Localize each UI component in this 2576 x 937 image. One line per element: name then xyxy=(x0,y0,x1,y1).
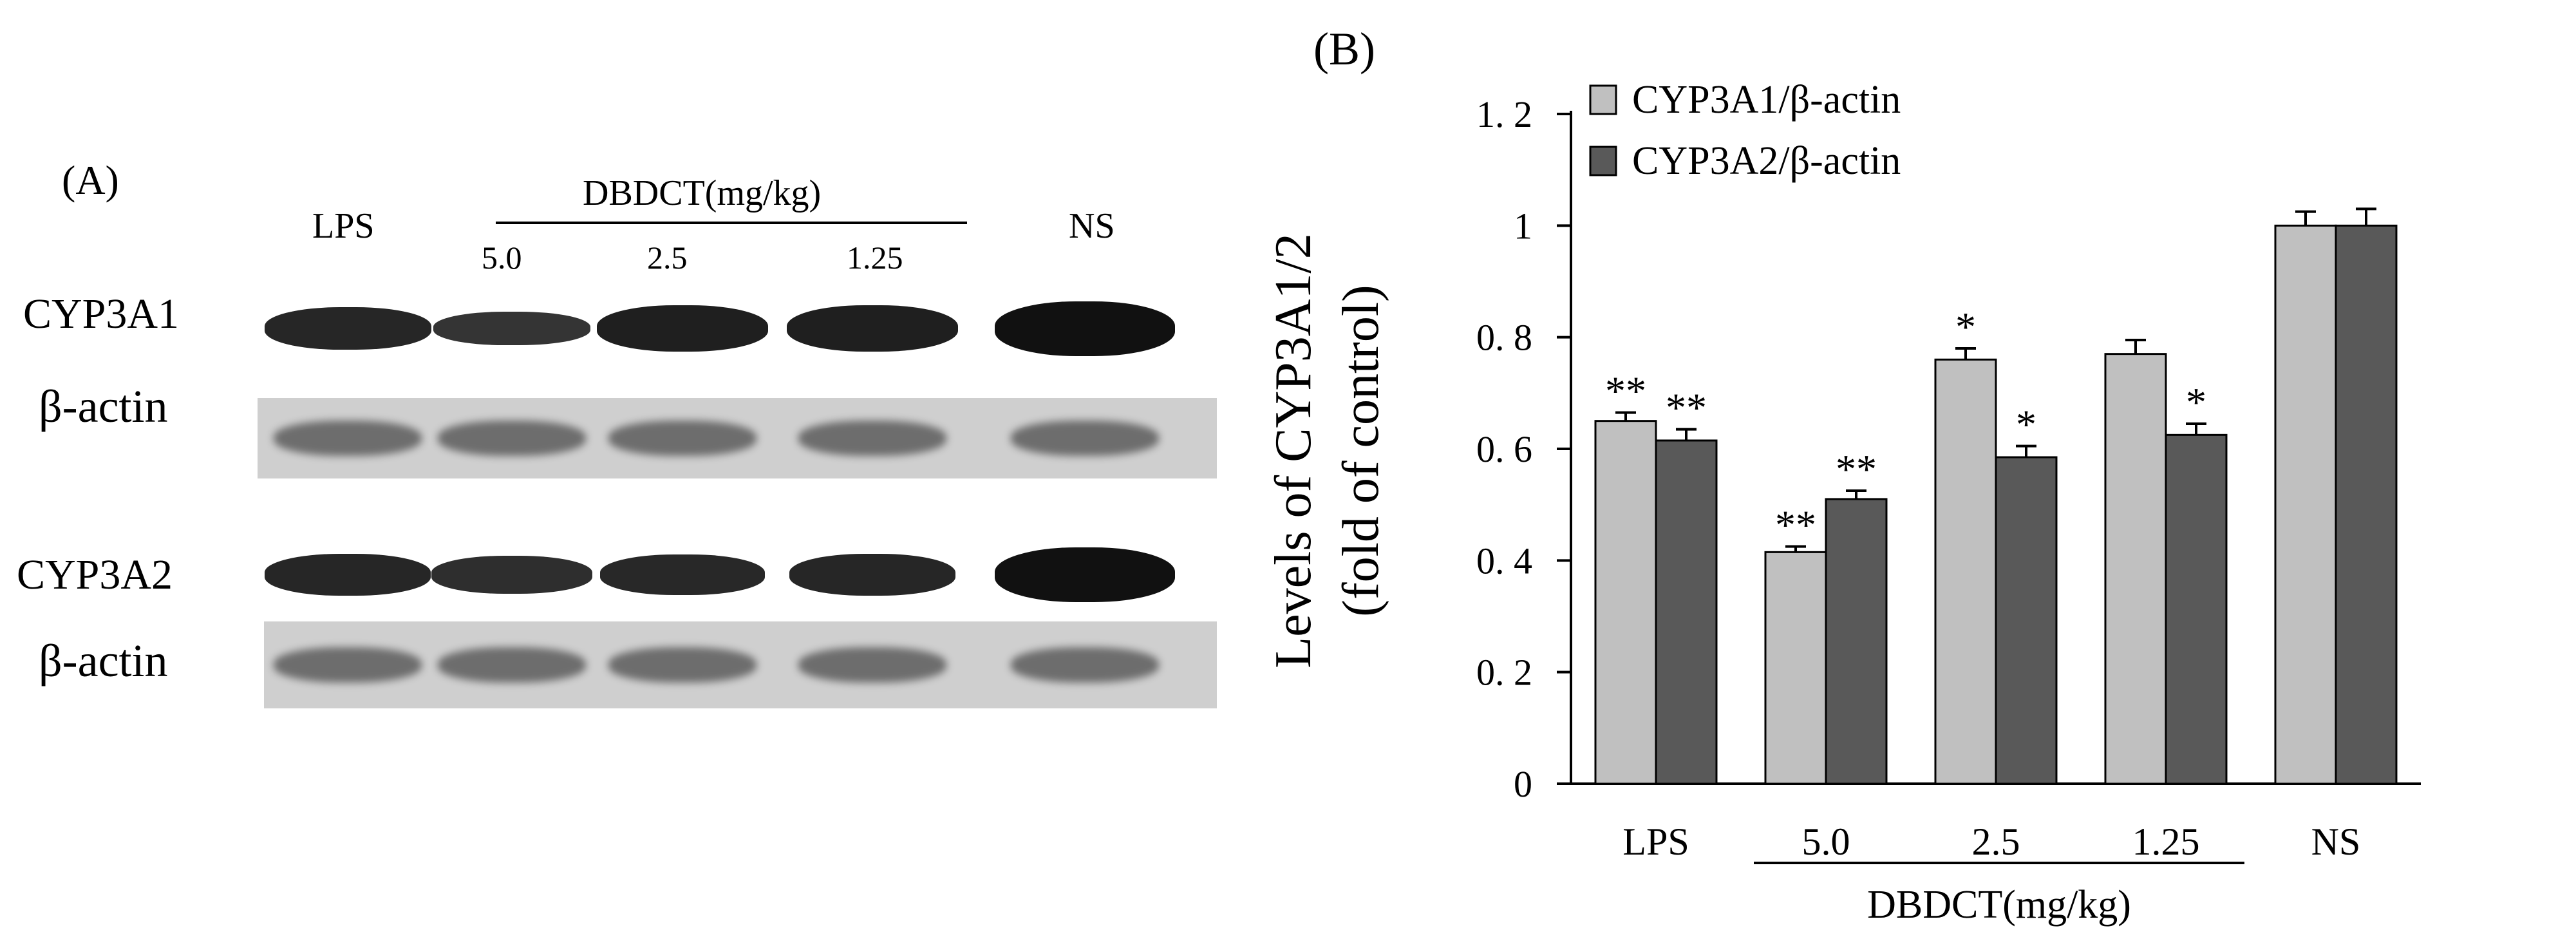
actin-band-2-0 xyxy=(274,647,422,683)
cyp3a1-band-0 xyxy=(264,307,431,350)
legend-swatch-1 xyxy=(1589,84,1617,115)
panel-a-label: (A) xyxy=(62,157,119,203)
bar-1-2 xyxy=(1934,358,1997,785)
bar-2-3 xyxy=(2165,433,2228,785)
cyp3a1-band-3 xyxy=(786,305,959,352)
bar-2-0 xyxy=(1655,439,1718,785)
bar-1-0 xyxy=(1594,420,1657,785)
x-tick-label: LPS xyxy=(1622,820,1689,863)
panel-b-label: (B) xyxy=(1313,23,1375,75)
actin-band-2-3 xyxy=(798,647,946,683)
y-tick-label: 0 xyxy=(1514,763,1532,805)
legend-label-1: CYP3A1/β-actin xyxy=(1632,78,1901,122)
y-tick-label: 1 xyxy=(1514,205,1532,247)
x-tick-label: 1.25 xyxy=(2132,820,2200,863)
cyp3a2-band-0 xyxy=(265,554,431,596)
cyp3a1-band-1 xyxy=(433,311,591,346)
actin-band-1-3 xyxy=(798,421,946,456)
y-axis-label: Levels of CYP3A1/2 xyxy=(1265,233,1322,668)
y-tick-label: 1. 2 xyxy=(1476,93,1532,135)
blot-strip-actin-1 xyxy=(258,398,1217,478)
lane-label-5: 5.0 xyxy=(482,240,522,276)
cyp3a2-band-2 xyxy=(600,554,765,595)
actin-band-1-4 xyxy=(1011,421,1159,456)
legend-swatch-2 xyxy=(1589,146,1617,176)
row-label-cyp3a2: CYP3A2 xyxy=(17,551,173,598)
significance-marker: * xyxy=(2186,379,2206,425)
cyp3a2-band-4 xyxy=(995,547,1175,602)
significance-marker: ** xyxy=(1836,446,1877,492)
blot-strip-cyp3a1 xyxy=(264,283,1217,374)
significance-marker: * xyxy=(1955,304,1976,350)
y-axis-label-2: (fold of control) xyxy=(1333,285,1389,616)
row-label-actin-1: β-actin xyxy=(39,381,168,432)
significance-marker: ** xyxy=(1666,385,1707,431)
significance-marker: ** xyxy=(1775,502,1816,548)
lane-label-1-25: 1.25 xyxy=(847,240,903,276)
cyp3a1-band-4 xyxy=(995,301,1175,356)
lane-label-2-5: 2.5 xyxy=(647,240,688,276)
legend-label-2: CYP3A2/β-actin xyxy=(1632,139,1901,183)
bar-2-1 xyxy=(1825,498,1888,785)
bar-1-4 xyxy=(2274,224,2337,785)
x-tick-label: NS xyxy=(2311,820,2361,863)
actin-band-2-2 xyxy=(608,647,757,683)
bar-2-2 xyxy=(1995,456,2058,785)
actin-band-2-1 xyxy=(438,647,586,683)
y-tick-label: 0. 4 xyxy=(1476,540,1532,582)
cyp3a2-band-1 xyxy=(431,556,593,594)
group-label-dbdct: DBDCT(mg/kg) xyxy=(583,173,822,213)
significance-marker: * xyxy=(2016,402,2036,448)
y-tick-label: 0. 6 xyxy=(1476,428,1532,470)
x-tick-label: 2.5 xyxy=(1972,820,2020,863)
actin-band-1-0 xyxy=(274,421,422,456)
bar-1-1 xyxy=(1764,551,1827,785)
actin-band-1-1 xyxy=(438,421,586,456)
bar-1-3 xyxy=(2104,353,2167,785)
bar-2-4 xyxy=(2335,224,2398,785)
group-underline xyxy=(496,222,967,224)
y-tick-label: 0. 2 xyxy=(1476,652,1532,694)
group-label: DBDCT(mg/kg) xyxy=(1867,883,2131,927)
y-tick-label: 0. 8 xyxy=(1476,317,1532,359)
lane-label-ns: NS xyxy=(1069,206,1115,246)
cyp3a2-band-3 xyxy=(789,554,955,596)
actin-band-2-4 xyxy=(1011,647,1159,683)
row-label-actin-2: β-actin xyxy=(39,635,168,686)
actin-band-1-2 xyxy=(608,421,757,456)
western-blot-panel: (A) LPS DBDCT(mg/kg) 5.0 2.5 1.25 NS CYP… xyxy=(17,157,1217,708)
lane-label-lps: LPS xyxy=(312,206,375,246)
blot-strip-cyp3a2 xyxy=(264,528,1217,621)
row-label-cyp3a1: CYP3A1 xyxy=(23,290,180,337)
significance-marker: ** xyxy=(1605,368,1646,414)
cyp3a1-band-2 xyxy=(597,305,768,352)
blot-strip-actin-2 xyxy=(264,621,1217,708)
x-tick-label: 5.0 xyxy=(1802,820,1850,863)
